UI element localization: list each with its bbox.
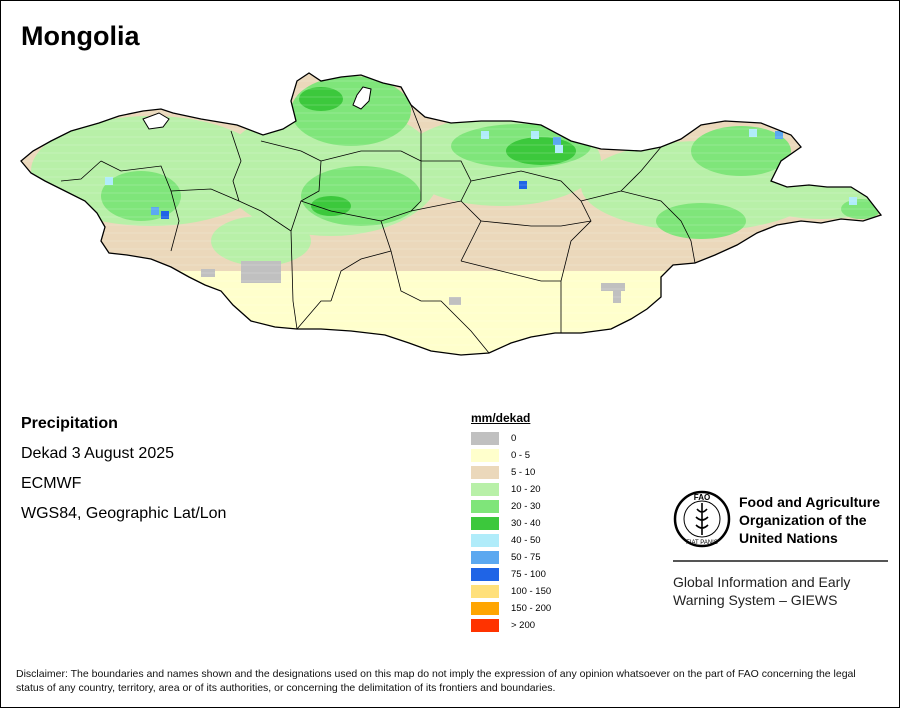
legend-swatch (471, 568, 499, 581)
uvs-lake (142, 112, 170, 130)
legend-item: 0 - 5 (471, 447, 551, 464)
legend-item: 50 - 75 (471, 549, 551, 566)
legend-item: 0 (471, 430, 551, 447)
legend-item: 100 - 150 (471, 583, 551, 600)
fao-logo-icon: FAO FIAT PANIS (673, 490, 731, 548)
fao-logo-motto: FIAT PANIS (686, 540, 718, 546)
legend-label: 75 - 100 (511, 569, 546, 580)
fao-name-line: Food and Agriculture (739, 494, 881, 510)
legend-label: 0 - 5 (511, 450, 531, 461)
legend-item: 10 - 20 (471, 481, 551, 498)
legend-item: 5 - 10 (471, 464, 551, 481)
giews-line: Warning System – GIEWS (673, 592, 838, 608)
khuvsgul-lake (352, 86, 372, 110)
source-label: ECMWF (21, 475, 82, 492)
legend-swatch (471, 483, 499, 496)
legend-item: 75 - 100 (471, 566, 551, 583)
legend-swatch (471, 619, 499, 632)
legend-swatch (471, 534, 499, 547)
legend-item: > 200 (471, 617, 551, 634)
legend: mm/dekad 0 0 - 5 5 - 10 10 - 20 20 - 30 30 - … (471, 411, 551, 634)
legend-swatch (471, 602, 499, 615)
legend-swatch (471, 432, 499, 445)
legend-swatch (471, 466, 499, 479)
legend-swatch (471, 500, 499, 513)
legend-item: 30 - 40 (471, 515, 551, 532)
legend-swatch (471, 517, 499, 530)
giews-line: Global Information and Early (673, 574, 851, 590)
precipitation-map (20, 72, 882, 356)
period-label: Dekad 3 August 2025 (21, 445, 175, 462)
legend-label: 20 - 30 (511, 501, 541, 512)
legend-label: 40 - 50 (511, 535, 541, 546)
variable-label: Precipitation (21, 415, 118, 432)
legend-swatch (471, 551, 499, 564)
legend-label: 150 - 200 (511, 603, 552, 614)
disclaimer: Disclaimer: The boundaries and names sho… (16, 668, 856, 694)
legend-label: 5 - 10 (511, 467, 536, 478)
legend-item: 150 - 200 (471, 600, 551, 617)
legend-label: > 200 (511, 620, 536, 631)
precipitation-raster (21, 73, 881, 355)
legend-label: 0 (511, 433, 517, 444)
giews-name: Global Information and Early Warning Sys… (673, 573, 893, 609)
legend-label: 30 - 40 (511, 518, 541, 529)
legend-swatch (471, 449, 499, 462)
province-boundaries (60, 104, 696, 354)
legend-label: 100 - 150 (511, 586, 552, 597)
legend-item: 40 - 50 (471, 532, 551, 549)
legend-swatch (471, 585, 499, 598)
projection-label: WGS84, Geographic Lat/Lon (21, 505, 227, 522)
legend-label: 10 - 20 (511, 484, 541, 495)
map-info: Precipitation Dekad 3 August 2025 ECMWF … (21, 415, 226, 535)
legend-item: 20 - 30 (471, 498, 551, 515)
map-title: Mongolia (21, 21, 140, 51)
fao-name-line: Organization of the (739, 512, 867, 528)
fao-name-line: United Nations (739, 530, 838, 546)
divider (673, 560, 888, 562)
fao-name: Food and Agriculture Organization of the… (739, 493, 899, 547)
legend-unit: mm/dekad (471, 411, 531, 425)
legend-classes: 0 0 - 5 5 - 10 10 - 20 20 - 30 30 - 40 40 - 50… (471, 430, 551, 634)
fao-logo-text: FAO (694, 493, 710, 502)
legend-label: 50 - 75 (511, 552, 541, 563)
